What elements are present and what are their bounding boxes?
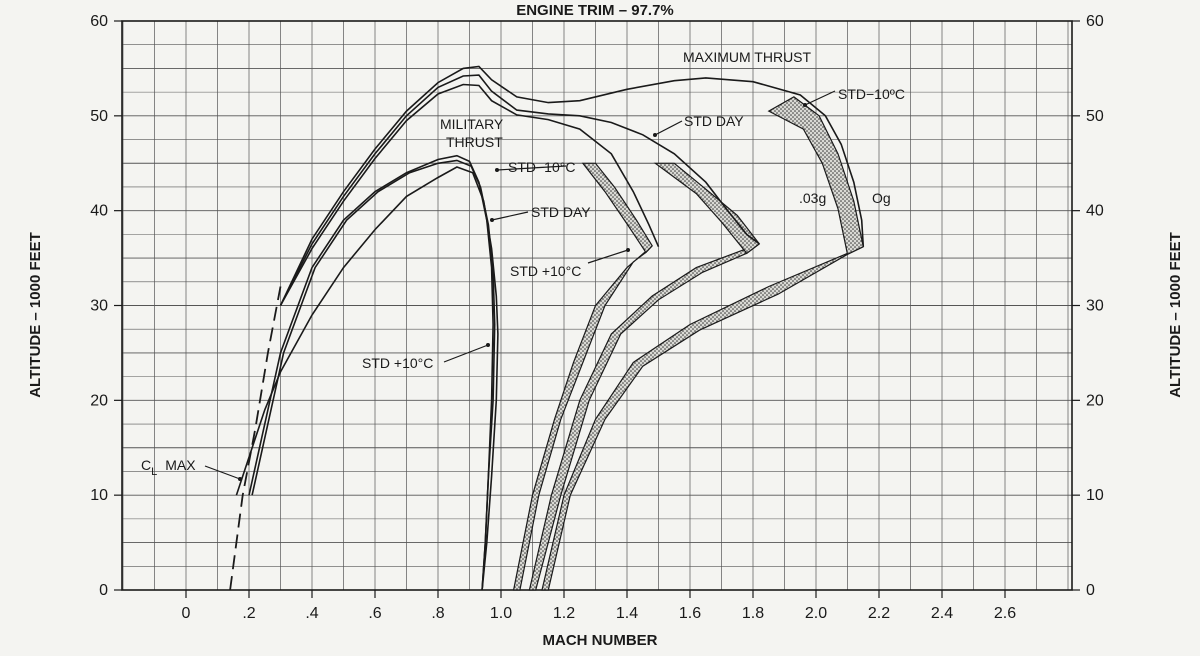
leader-arrowhead bbox=[486, 343, 490, 347]
x-tick-label: .8 bbox=[431, 605, 444, 622]
y-tick-label-right: 30 bbox=[1086, 298, 1104, 315]
leader-line bbox=[204, 465, 241, 480]
leader-line bbox=[654, 120, 683, 136]
label-military: MILITARY bbox=[440, 116, 504, 132]
label-max-std-day: STD DAY bbox=[684, 113, 744, 129]
label-max-std-minus10: STD−10ºC bbox=[838, 86, 905, 102]
thrust-curve bbox=[279, 83, 660, 306]
y-tick-label-left: 40 bbox=[90, 203, 108, 220]
x-tick-label: 1.2 bbox=[553, 605, 575, 622]
annotations: MAXIMUM THRUST MILITARY THRUST STD−10°C … bbox=[141, 49, 905, 478]
axis-ticks: 0 .2 .4 .6 .8 1.0 1.2 1.4 1.6 1.8 2.0 2.2 2.4 2.6 0 0 10… bbox=[90, 13, 1104, 622]
thrust-curve bbox=[248, 154, 494, 591]
x-tick-label: 1.4 bbox=[616, 605, 638, 622]
annotation-leaders bbox=[204, 90, 836, 481]
thrust-curve bbox=[279, 74, 760, 306]
y-tick-label-left: 60 bbox=[90, 13, 108, 30]
label-mil-std-plus10: STD +10°C bbox=[362, 355, 433, 371]
leader-line bbox=[804, 90, 836, 106]
y-tick-label-right: 10 bbox=[1086, 487, 1104, 504]
leader-arrowhead bbox=[626, 248, 630, 252]
thrust-curve bbox=[279, 65, 865, 306]
y-tick-label-left: 20 bbox=[90, 392, 108, 409]
label-mil-std-day: STD DAY bbox=[531, 204, 591, 220]
x-tick-label: .6 bbox=[368, 605, 381, 622]
label-mil-std-minus10: STD−10°C bbox=[508, 159, 575, 175]
leader-arrowhead bbox=[803, 103, 807, 107]
x-tick-label: 2.2 bbox=[868, 605, 890, 622]
x-tick-label: 2.0 bbox=[805, 605, 827, 622]
x-tick-label: 2.6 bbox=[994, 605, 1016, 622]
leader-arrowhead bbox=[495, 168, 499, 172]
label-thrust: THRUST bbox=[446, 134, 503, 150]
label-cl-max: CL MAX bbox=[141, 457, 196, 478]
label-0g: Og bbox=[872, 190, 891, 206]
x-tick-label: 2.4 bbox=[931, 605, 953, 622]
y-tick-label-right: 0 bbox=[1086, 582, 1095, 599]
y-axis-label-right: ALTITUDE – 1000 FEET bbox=[1167, 232, 1184, 398]
x-axis-label: MACH NUMBER bbox=[543, 632, 658, 649]
g-band-upper bbox=[581, 162, 653, 254]
y-tick-label-right: 20 bbox=[1086, 392, 1104, 409]
cl-max-boundary-line bbox=[229, 286, 282, 591]
leader-line bbox=[496, 165, 567, 171]
thrust-curves bbox=[229, 65, 865, 591]
label-03g: .03g bbox=[799, 190, 826, 206]
y-tick-label-right: 40 bbox=[1086, 203, 1104, 220]
y-tick-label-left: 10 bbox=[90, 487, 108, 504]
leader-arrowhead bbox=[238, 477, 242, 481]
leader-arrowhead bbox=[490, 218, 494, 222]
y-tick-label-left: 0 bbox=[99, 582, 108, 599]
chart-title: ENGINE TRIM – 97.7% bbox=[516, 2, 674, 19]
x-tick-label: .4 bbox=[305, 605, 318, 622]
leader-arrowhead bbox=[653, 133, 657, 137]
leader-line bbox=[491, 211, 529, 221]
thrust-curve bbox=[235, 166, 499, 591]
g-band-upper bbox=[767, 96, 864, 256]
x-tick-label: 1.6 bbox=[679, 605, 701, 622]
load-factor-bands bbox=[512, 96, 864, 591]
y-tick-label-left: 50 bbox=[90, 108, 108, 125]
leader-line bbox=[587, 249, 629, 264]
label-maximum-thrust: MAXIMUM THRUST bbox=[683, 49, 812, 65]
x-tick-label: 1.8 bbox=[742, 605, 764, 622]
y-tick-label-right: 60 bbox=[1086, 13, 1104, 30]
y-axis-label-left: ALTITUDE – 1000 FEET bbox=[27, 232, 44, 398]
label-std-plus10-upper: STD +10°C bbox=[510, 263, 581, 279]
y-tick-label-left: 30 bbox=[90, 298, 108, 315]
x-tick-label: 1.0 bbox=[490, 605, 512, 622]
x-tick-label: .2 bbox=[242, 605, 255, 622]
leader-line bbox=[443, 344, 489, 363]
g-band-upper bbox=[653, 162, 761, 255]
y-tick-label-right: 50 bbox=[1086, 108, 1104, 125]
g-band-lower bbox=[541, 246, 864, 591]
x-tick-label: 0 bbox=[182, 605, 191, 622]
thrust-curve bbox=[251, 159, 496, 591]
